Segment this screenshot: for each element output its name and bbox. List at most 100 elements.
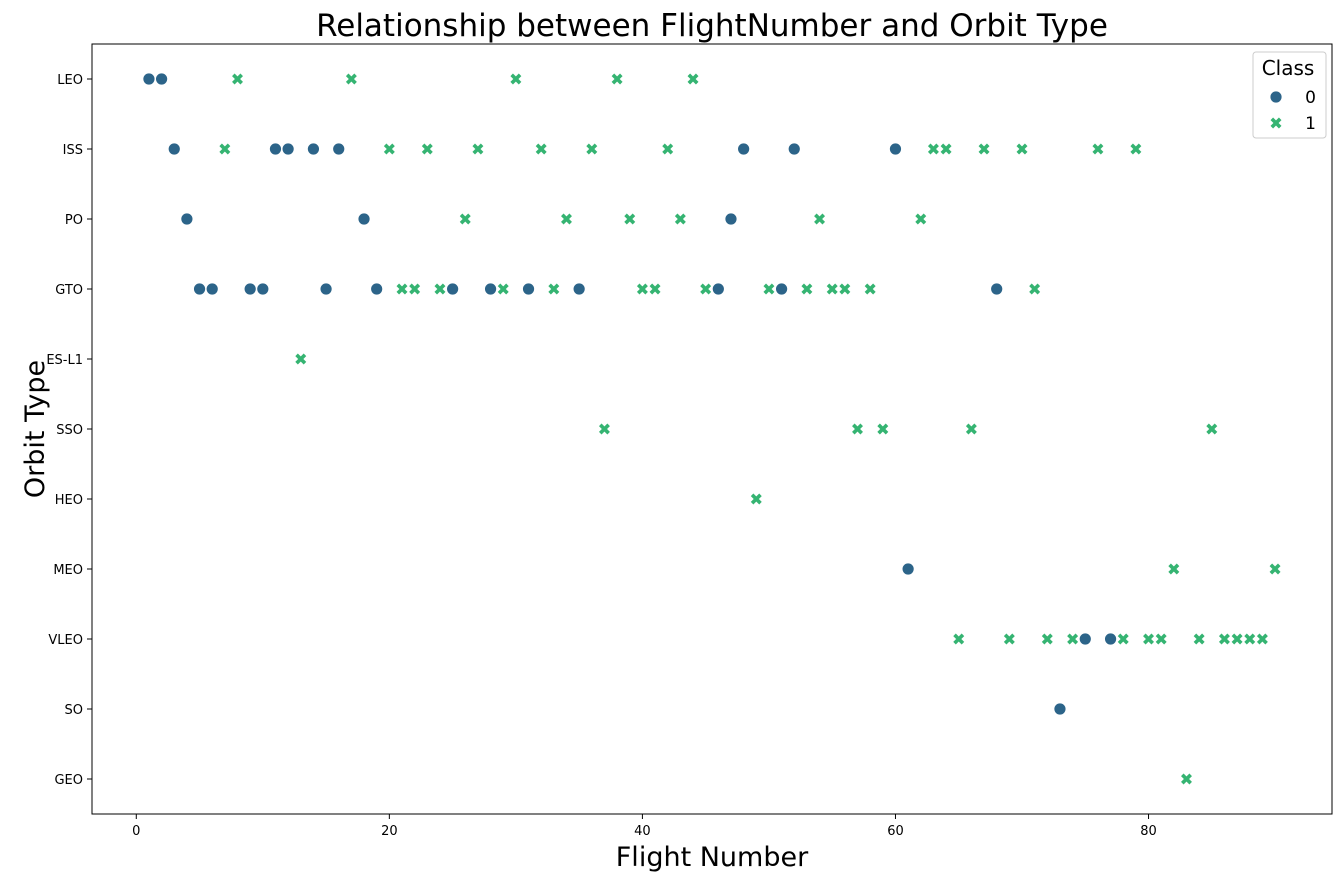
data-point-class-1 [674,213,686,225]
data-point-class-0 [370,282,384,296]
data-point-class-1 [965,423,977,435]
y-tick-label: LEO [57,73,83,88]
data-point-class-1 [915,213,927,225]
y-tick-label: SSO [56,423,83,438]
data-point-class-0 [319,282,333,296]
data-point-class-1 [1193,633,1205,645]
data-point-class-1 [1016,143,1028,155]
data-point-class-1 [940,143,952,155]
data-point-class-1 [927,143,939,155]
data-point-class-0 [167,142,181,156]
legend: Class 0 1 [1252,51,1327,139]
data-point-class-1 [1155,633,1167,645]
data-point-class-0 [142,72,156,86]
data-point-class-0 [1104,632,1117,646]
data-point-class-0 [990,282,1004,296]
data-point-class-0 [307,142,320,156]
data-point-class-1 [459,213,471,225]
legend-marker-0 [1269,90,1283,104]
data-point-class-1 [700,283,712,295]
y-tick-label: HEO [55,493,83,508]
data-point-class-1 [548,283,560,295]
data-point-class-1 [1041,633,1053,645]
y-axis-label: Orbit Type [20,360,51,498]
y-tick-label: ISS [63,143,83,158]
data-point-class-0 [737,142,751,156]
data-point-class-1 [978,143,990,155]
legend-box [1252,51,1327,139]
y-tick-label: SO [65,703,83,718]
data-point-class-0 [357,212,371,226]
data-point-class-1 [1206,423,1218,435]
data-point-class-0 [724,212,738,226]
data-point-class-0 [205,282,219,296]
data-point-class-1 [877,423,889,435]
data-point-class-0 [775,282,788,296]
plot-area [91,43,1333,815]
data-point-class-0 [281,142,295,156]
y-tick-label: VLEO [48,633,83,648]
chart-title: Relationship between FlightNumber and Or… [316,8,1108,44]
data-point-class-1 [421,143,433,155]
data-point-class-1 [826,283,838,295]
legend-label-1: 1 [1305,114,1316,134]
data-point-class-1 [763,283,775,295]
data-point-class-1 [472,143,484,155]
data-point-class-1 [1244,633,1256,645]
data-point-class-1 [801,283,813,295]
data-points [142,72,1281,785]
data-point-class-1 [636,283,648,295]
data-point-class-0 [522,282,535,296]
y-tick-label: GTO [55,283,83,298]
data-point-class-1 [345,73,357,85]
data-point-class-1 [383,143,395,155]
data-point-class-1 [814,213,826,225]
data-point-class-1 [1256,633,1268,645]
data-point-class-0 [155,72,168,86]
data-point-class-1 [852,423,863,435]
data-point-class-1 [1181,773,1192,785]
data-point-class-1 [1143,633,1155,645]
data-point-class-0 [787,142,801,156]
data-point-class-0 [332,142,346,156]
data-point-class-1 [1218,633,1230,645]
data-point-class-1 [396,283,408,295]
data-point-class-1 [598,423,610,435]
x-tick-label: 20 [381,824,398,839]
x-tick-label: 0 [132,824,140,839]
legend-label-0: 0 [1305,88,1316,108]
y-tick-label: ES-L1 [46,353,83,368]
data-point-class-0 [711,282,725,296]
data-point-class-0 [901,562,915,576]
legend-marker-1 [1270,117,1282,129]
data-point-class-1 [953,633,965,645]
data-point-class-1 [1117,633,1129,645]
y-tick-label: MEO [53,563,83,578]
data-point-class-1 [409,283,421,295]
data-point-class-1 [219,143,231,155]
data-point-class-1 [649,283,661,295]
x-axis-label: Flight Number [616,842,809,873]
data-point-class-1 [1067,633,1079,645]
data-point-class-1 [1003,633,1015,645]
data-point-class-1 [586,143,598,155]
data-point-class-1 [864,283,876,295]
data-point-class-1 [1231,633,1243,645]
data-point-class-0 [243,282,257,296]
x-tick-label: 80 [1140,824,1157,839]
data-point-class-0 [889,142,902,156]
data-point-class-1 [1168,563,1180,575]
data-point-class-0 [1053,702,1067,716]
data-point-class-1 [510,73,522,85]
data-point-class-0 [446,282,460,296]
data-point-class-1 [1092,143,1104,155]
legend-title: Class [1262,56,1315,80]
y-tick-label: GEO [54,773,83,788]
data-point-class-1 [624,213,636,225]
data-point-class-1 [561,213,572,225]
data-point-class-0 [193,282,206,296]
data-point-class-1 [662,143,674,155]
data-point-class-1 [1130,143,1142,155]
data-point-class-1 [497,283,509,295]
